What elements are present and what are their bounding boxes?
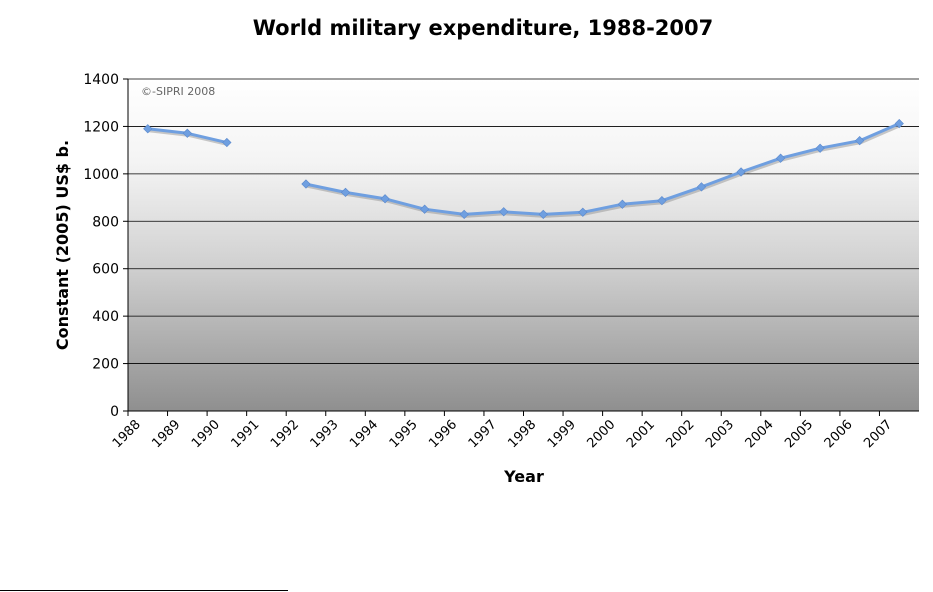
data-point [538, 209, 548, 220]
x-tick-label: 1990 [189, 417, 223, 451]
x-tick-labels: 1988 1989 1990 1991 1992 1993 1994 1995 1996 1997… [110, 411, 895, 451]
data-point [736, 167, 746, 177]
data-point [301, 179, 311, 189]
data-point [420, 204, 430, 214]
data-point [380, 194, 390, 204]
y-tick-label: 1200 [83, 119, 119, 135]
series-line-path [305, 122, 900, 216]
y-tick-label: 1400 [83, 72, 119, 88]
x-tick-label: 1999 [545, 417, 579, 451]
data-point [617, 199, 627, 209]
footnote-rule [0, 590, 288, 591]
data-point [499, 207, 509, 217]
x-tick-label: 2004 [743, 417, 777, 451]
watermark: ©-SIPRI 2008 [141, 85, 215, 98]
y-tick-label: 800 [92, 214, 119, 230]
y-tick-label: 200 [92, 357, 119, 373]
x-tick-label: 1993 [308, 417, 342, 451]
series-line [143, 118, 904, 220]
x-tick-label: 1989 [149, 417, 183, 451]
x-axis-label: Year [503, 467, 544, 486]
x-tick-label: 2007 [861, 417, 895, 451]
x-tick-label: 1994 [347, 417, 381, 451]
x-tick-label: 2005 [782, 417, 816, 451]
data-point [222, 137, 232, 148]
data-point [143, 124, 153, 134]
y-tick-label: 600 [92, 262, 119, 278]
y-tick-label: 0 [110, 404, 119, 420]
y-tick-label: 400 [92, 309, 119, 325]
data-point [340, 187, 351, 197]
x-tick-label: 1998 [505, 417, 539, 451]
x-tick-label: 2003 [703, 417, 737, 451]
x-tick-label: 2006 [822, 417, 856, 451]
data-point [894, 118, 904, 129]
data-point [657, 196, 667, 206]
chart-title: World military expenditure, 1988-2007 [252, 16, 714, 40]
x-tick-label: 1988 [110, 417, 144, 451]
y-axis-label: Constant (2005) US$ b. [53, 140, 72, 350]
data-point [815, 143, 825, 153]
x-tick-label: 2000 [584, 417, 618, 451]
data-point [182, 128, 192, 138]
data-point [855, 136, 865, 146]
x-tick-label: 1991 [228, 417, 262, 451]
y-tick-labels: 0 200 400 600 800 1000 1200 1400 [83, 72, 128, 420]
x-tick-label: 1996 [426, 417, 460, 451]
x-tick-label: 1995 [387, 417, 421, 451]
grid-lines [128, 78, 919, 364]
y-tick-label: 1000 [83, 167, 119, 183]
data-point [775, 153, 786, 163]
plot-area [128, 79, 919, 411]
data-point [578, 207, 588, 217]
x-tick-label: 1992 [268, 417, 302, 451]
x-tick-label: 2002 [664, 417, 698, 451]
x-tick-label: 1997 [466, 417, 500, 451]
data-point [696, 182, 707, 192]
series-line-shadow [306, 124, 901, 218]
data-point [459, 209, 469, 220]
x-tick-label: 2001 [624, 417, 658, 451]
